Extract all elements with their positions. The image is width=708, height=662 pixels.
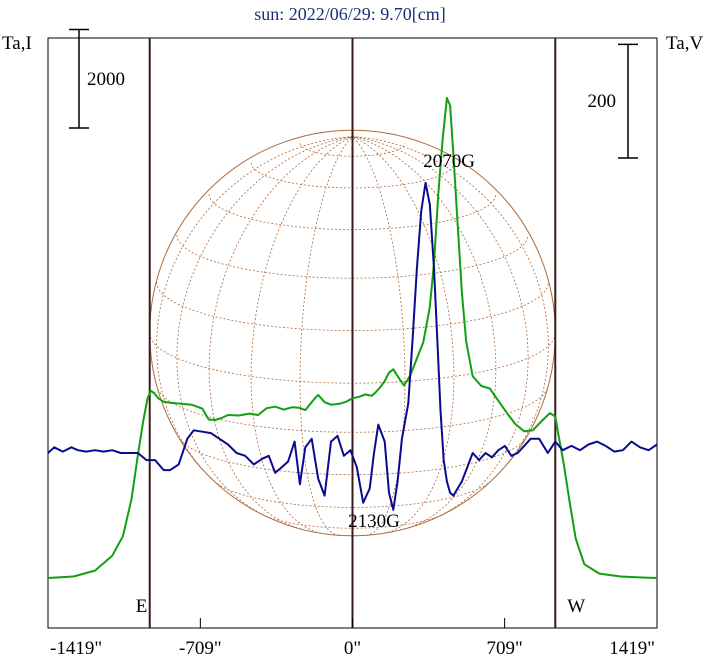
x-tick-label: 709" [487, 638, 523, 659]
series-lines [47, 97, 658, 579]
disk-longitude-line [250, 136, 353, 534]
disk-longitude-line [208, 136, 353, 530]
x-tick-label: 0" [344, 638, 361, 659]
disk-longitude-line [352, 136, 406, 536]
disk-longitude-line [176, 136, 353, 517]
disk-longitude-line [352, 136, 529, 517]
disk-longitude-line [352, 136, 549, 482]
y-axis-label-left: Ta,I [2, 33, 32, 54]
annotation-2130g: 2130G [348, 511, 400, 532]
series-line-v [47, 182, 658, 511]
disk-longitude-line [352, 136, 455, 534]
series-line-i [47, 97, 658, 579]
scale-bars: 2000 200 [69, 28, 638, 159]
y-axis-label-right: Ta,V [666, 33, 703, 54]
disk-latitude-line [262, 514, 443, 529]
x-tick-label: 1419" [609, 638, 655, 659]
x-tick-label: -1419" [50, 638, 102, 659]
annotation-2070g: 2070G [423, 151, 475, 172]
x-axis-ticks: -1419" -709" 0" 709" 1419" [47, 618, 658, 659]
west-limb-label: W [567, 596, 585, 617]
scale-bar-label-left: 2000 [87, 69, 125, 90]
x-tick-label: -709" [179, 638, 222, 659]
disk-longitude-line [299, 136, 353, 536]
scale-bar-label-right: 200 [588, 91, 617, 112]
disk-latitude-line [213, 480, 492, 508]
disk-longitude-line [156, 136, 353, 482]
east-limb-label: E [136, 596, 148, 617]
chart-title: sun: 2022/06/29: 9.70[cm] [254, 4, 446, 24]
annotations: 2070G 2130G [348, 151, 475, 532]
